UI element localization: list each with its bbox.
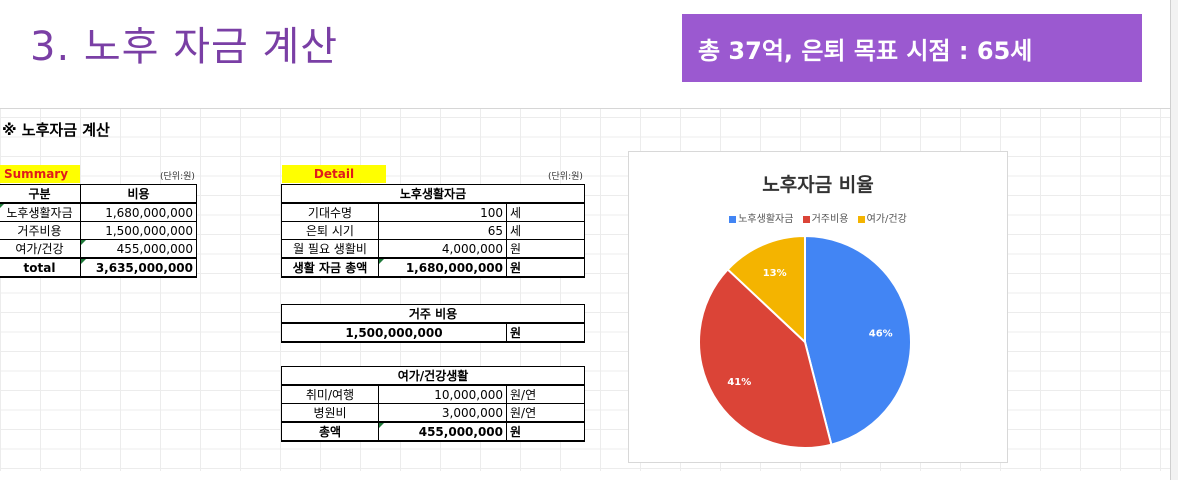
detail-unit-label: (단위:원): [548, 172, 583, 182]
legend-swatch: [802, 215, 810, 223]
legend-swatch: [729, 215, 737, 223]
living-row-value[interactable]: 65: [378, 221, 507, 240]
legend-label: 노후생활자금: [738, 214, 794, 225]
chart-title: 노후자금 비율: [762, 174, 874, 196]
living-row-label[interactable]: 은퇴 시기: [281, 221, 379, 240]
summary-header-category: 구분: [0, 184, 81, 204]
summary-total-label[interactable]: total: [0, 257, 81, 278]
pie-slice-label-3: 13%: [763, 268, 787, 279]
summary-highlight-box: 총 37억, 은퇴 목표 시점 : 65세: [682, 14, 1142, 82]
chart-legend: 노후생활자금 거주비용 여가/건강: [629, 210, 1007, 225]
pie-slice-label-1: 46%: [869, 328, 893, 339]
summary-total-value[interactable]: 3,635,000,000: [80, 257, 197, 278]
summary-header-cost: 비용: [80, 184, 197, 204]
living-row-unit[interactable]: 세: [506, 221, 585, 240]
slide-title: 3. 노후 자금 계산: [30, 24, 339, 70]
sheet-heading: ※ 노후자금 계산: [2, 121, 110, 139]
summary-row-value[interactable]: 455,000,000: [80, 239, 197, 259]
legend-label: 거주비용: [811, 214, 849, 225]
summary-row-value[interactable]: 1,680,000,000: [80, 202, 197, 222]
pie-slice-2[interactable]: [698, 268, 833, 449]
living-row-unit[interactable]: 세: [506, 202, 585, 222]
summary-tag: Summary: [0, 165, 80, 183]
legend-item: 여가/건강: [857, 210, 907, 225]
leisure-health-table: 여가/건강생활 취미/여행 10,000,000 원/연 병원비 3,000,0…: [281, 366, 585, 442]
leisure-total-unit[interactable]: 원: [506, 421, 585, 442]
housing-cost-value[interactable]: 1,500,000,000: [281, 322, 507, 343]
pie-chart-card[interactable]: 노후자금 비율 노후생활자금 거주비용 여가/건강 46% 41% 13%: [628, 151, 1008, 463]
housing-cost-table: 거주 비용 1,500,000,000 원: [281, 304, 585, 343]
living-row-unit[interactable]: 원: [506, 239, 585, 259]
living-total-value[interactable]: 1,680,000,000: [378, 257, 507, 278]
detail-tag: Detail: [282, 165, 386, 183]
living-total-unit[interactable]: 원: [506, 257, 585, 278]
summary-table: 구분 비용 노후생활자금 1,680,000,000 거주비용 1,500,00…: [0, 184, 197, 278]
leisure-row-value[interactable]: 3,000,000: [378, 403, 507, 423]
summary-row-label[interactable]: 여가/건강: [0, 239, 81, 259]
legend-item: 노후생활자금: [729, 210, 793, 225]
right-scroll-edge[interactable]: [1170, 0, 1178, 480]
leisure-row-label[interactable]: 병원비: [281, 403, 379, 423]
leisure-row-value[interactable]: 10,000,000: [378, 384, 507, 404]
summary-row-label[interactable]: 노후생활자금: [0, 202, 81, 222]
legend-item: 거주비용: [802, 210, 849, 225]
leisure-row-label[interactable]: 취미/여행: [281, 384, 379, 404]
leisure-row-unit[interactable]: 원/연: [506, 384, 585, 404]
leisure-health-title: 여가/건강생활: [281, 366, 585, 386]
housing-cost-title: 거주 비용: [281, 304, 585, 324]
legend-label: 여가/건강: [866, 214, 907, 225]
legend-swatch: [857, 215, 865, 223]
living-row-label[interactable]: 월 필요 생활비: [281, 239, 379, 259]
summary-unit-label: (단위:원): [160, 172, 195, 182]
living-row-label[interactable]: 기대수명: [281, 202, 379, 222]
living-total-label[interactable]: 생활 자금 총액: [281, 257, 379, 278]
living-fund-title: 노후생활자금: [281, 184, 585, 204]
living-row-value[interactable]: 4,000,000: [378, 239, 507, 259]
pie-slice-3[interactable]: [726, 234, 806, 345]
housing-cost-unit[interactable]: 원: [506, 322, 585, 343]
leisure-total-value[interactable]: 455,000,000: [378, 421, 507, 442]
pie-chart-svg: 46% 41% 13%: [698, 234, 912, 449]
living-row-value[interactable]: 100: [378, 202, 507, 222]
spreadsheet-area[interactable]: ※ 노후자금 계산 Summary (단위:원) 구분 비용 노후생활자금 1,…: [0, 108, 1170, 471]
pie-slice-label-2: 41%: [727, 377, 751, 388]
living-fund-table: 노후생활자금 기대수명 100 세 은퇴 시기 65 세 월 필요 생활비 4,…: [281, 184, 585, 278]
leisure-row-unit[interactable]: 원/연: [506, 403, 585, 423]
summary-row-value[interactable]: 1,500,000,000: [80, 221, 197, 240]
summary-row-label[interactable]: 거주비용: [0, 221, 81, 240]
leisure-total-label[interactable]: 총액: [281, 421, 379, 442]
pie-slice-1[interactable]: [804, 234, 912, 446]
